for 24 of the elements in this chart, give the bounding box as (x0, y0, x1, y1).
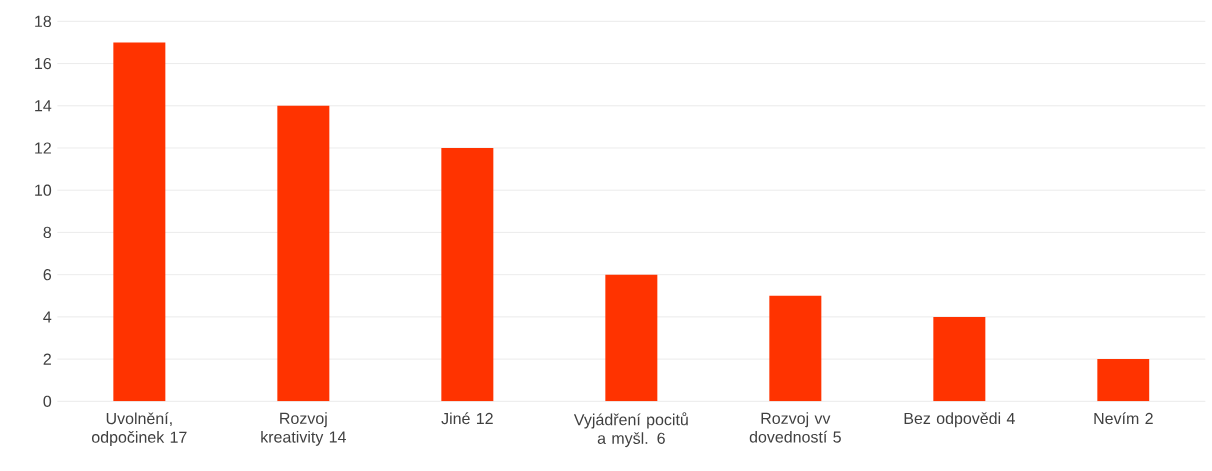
y-tick-label: 10 (35, 184, 52, 197)
y-tick-label: 12 (35, 142, 51, 154)
bar (605, 274, 658, 402)
y-tick-label: 18 (35, 15, 52, 28)
x-tick-label: Vyjádření pocitů a myšl. 6 (573, 412, 688, 448)
bar (769, 295, 822, 402)
y-tick-label: 8 (43, 226, 52, 239)
bar (441, 148, 494, 402)
y-tick-label: 4 (43, 311, 52, 323)
y-tick-label: 14 (35, 100, 52, 112)
y-tick-label: 16 (35, 58, 52, 70)
bar (113, 42, 166, 402)
bar (277, 105, 330, 402)
x-tick-label: Uvolnění, odpočinek 17 (91, 412, 187, 447)
x-tick-label: Rozvoj vv dovedností 5 (749, 412, 841, 443)
y-tick-label: 2 (43, 353, 51, 365)
bar (933, 317, 986, 402)
y-tick-label: 0 (43, 395, 52, 408)
x-tick-label: Jiné 12 (441, 412, 493, 425)
x-tick-label: Rozvoj kreativity 14 (261, 412, 346, 447)
y-tick-label: 6 (43, 269, 52, 281)
x-tick-label: Nevím 2 (1094, 412, 1153, 425)
bar (1097, 359, 1150, 402)
x-tick-label: Bez odpovědi 4 (904, 412, 1015, 428)
